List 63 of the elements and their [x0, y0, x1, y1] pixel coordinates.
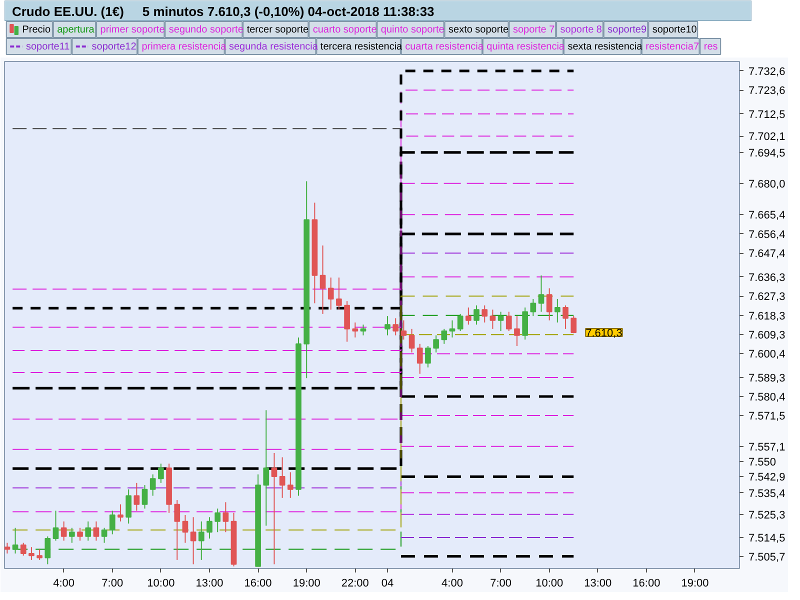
y-tick-label: 7.702,1 [748, 131, 786, 144]
y-tick-label: 7.694,5 [748, 147, 786, 160]
y-tick-label: 7.723,6 [748, 85, 786, 98]
x-tick-label: 7:00 [102, 578, 124, 590]
x-tick-label: 10:00 [147, 578, 175, 590]
text: soporte 7 [512, 24, 556, 36]
x-tick-label: 16:00 [244, 578, 272, 590]
y-tick-label: 7.505,7 [748, 551, 786, 564]
y-tick-label: 7.732,6 [748, 66, 786, 78]
y-tick-label: 7.665,4 [748, 210, 786, 222]
x-tick-label: 10:00 [536, 578, 564, 590]
text: primer soporte [100, 24, 166, 36]
text: sexta resistencia [568, 42, 643, 52]
x-tick-label: 7:00 [490, 578, 512, 590]
text: primera resistencia [142, 42, 227, 52]
y-tick-label: 7.525,3 [748, 509, 786, 522]
y-tick-label: 7.647,4 [748, 248, 786, 260]
y-tick-label: 7.712,5 [748, 108, 786, 121]
x-tick-label: 19:00 [681, 578, 709, 590]
chart-subtitle: 5 minutos 7.610,3 (-0,10%) 04-oct-2018 11:38:33 [142, 4, 434, 19]
x-tick-label: 13:00 [584, 578, 612, 590]
text: quinta resistencia [486, 42, 565, 52]
x-tick-label: 22:00 [341, 578, 369, 590]
x-tick-label: 4:00 [442, 578, 463, 590]
legend-label: Precio [22, 24, 52, 36]
annotation: 7.610,3 [586, 328, 622, 340]
text: soporte9 [608, 24, 647, 36]
text: tercera resistencia [320, 42, 403, 52]
text: sexto soporte [448, 24, 509, 36]
text: resistencia7 [646, 42, 700, 52]
y-tick-label: 7.550 [748, 456, 776, 469]
y-tick-label: 7.557,1 [748, 441, 786, 454]
x-tick-label: 16:00 [632, 578, 660, 590]
y-tick-label: 7.571,5 [748, 410, 786, 423]
text: cuarta resistencia [405, 42, 484, 52]
chart-title: Crudo EE.UU. (1€) [12, 4, 124, 19]
x-tick-label: 04 [381, 578, 394, 590]
x-tick-label: 13:00 [196, 578, 224, 590]
text: cuarto soporte [312, 24, 378, 36]
y-tick-label: 7.535,4 [748, 488, 786, 500]
text: soporte10 [652, 24, 698, 36]
text: segunda resistencia [228, 42, 318, 52]
y-tick-label: 7.580,4 [748, 392, 786, 404]
text: tercer soporte [246, 24, 309, 36]
legend-label: soporte11 [26, 42, 70, 52]
text: apertura [57, 24, 95, 36]
text: res [704, 42, 718, 52]
y-tick-label: 7.542,9 [748, 472, 786, 484]
x-tick-label: 19:00 [292, 578, 320, 590]
y-tick-label: 7.514,5 [748, 532, 786, 544]
text: quinto soporte [380, 24, 445, 36]
y-tick-label: 7.618,3 [748, 310, 786, 322]
text: segundo soporte [168, 24, 244, 36]
y-tick-label: 7.609,3 [748, 330, 786, 342]
y-tick-label: 7.656,4 [748, 228, 786, 241]
y-tick-label: 7.680,0 [748, 178, 786, 190]
y-tick-label: 7.636,3 [748, 272, 786, 284]
legend-label: soporte12 [92, 42, 137, 52]
y-tick-label: 7.627,3 [748, 291, 786, 304]
y-tick-label: 7.589,3 [748, 372, 786, 384]
y-tick-label: 7.600,4 [748, 348, 786, 361]
text: soporte 8 [560, 24, 602, 36]
x-tick-label: 4:00 [53, 578, 75, 590]
